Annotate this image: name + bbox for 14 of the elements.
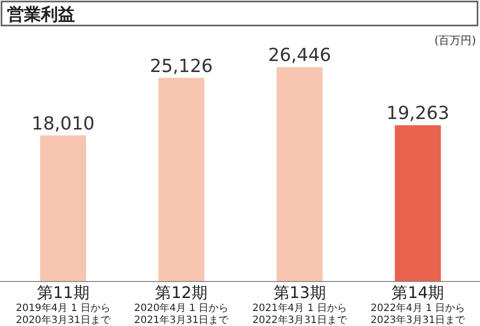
data-label: 25,126 — [150, 56, 213, 77]
x-tick-label: 第12期 2020年4月 1 日から 2021年3月31日まで — [134, 283, 230, 326]
bar — [40, 135, 86, 281]
x-tick-label: 第14期 2022年4月 1 日から 2023年3月31日まで — [370, 283, 466, 326]
x-tick-label: 第11期 2019年4月 1 日から 2020年3月31日まで — [16, 283, 112, 326]
bar — [158, 78, 204, 281]
chart-title: 営業利益 — [7, 5, 75, 25]
data-label: 19,263 — [386, 103, 450, 124]
x-tick-label: 第13期 2021年4月 1 日から 2022年3月31日まで — [252, 283, 348, 326]
bar — [276, 67, 323, 281]
data-label: 18,010 — [32, 113, 95, 134]
data-label: 26,446 — [268, 45, 332, 66]
y-axis-title: (百万円) — [434, 34, 476, 47]
bar — [394, 125, 441, 281]
